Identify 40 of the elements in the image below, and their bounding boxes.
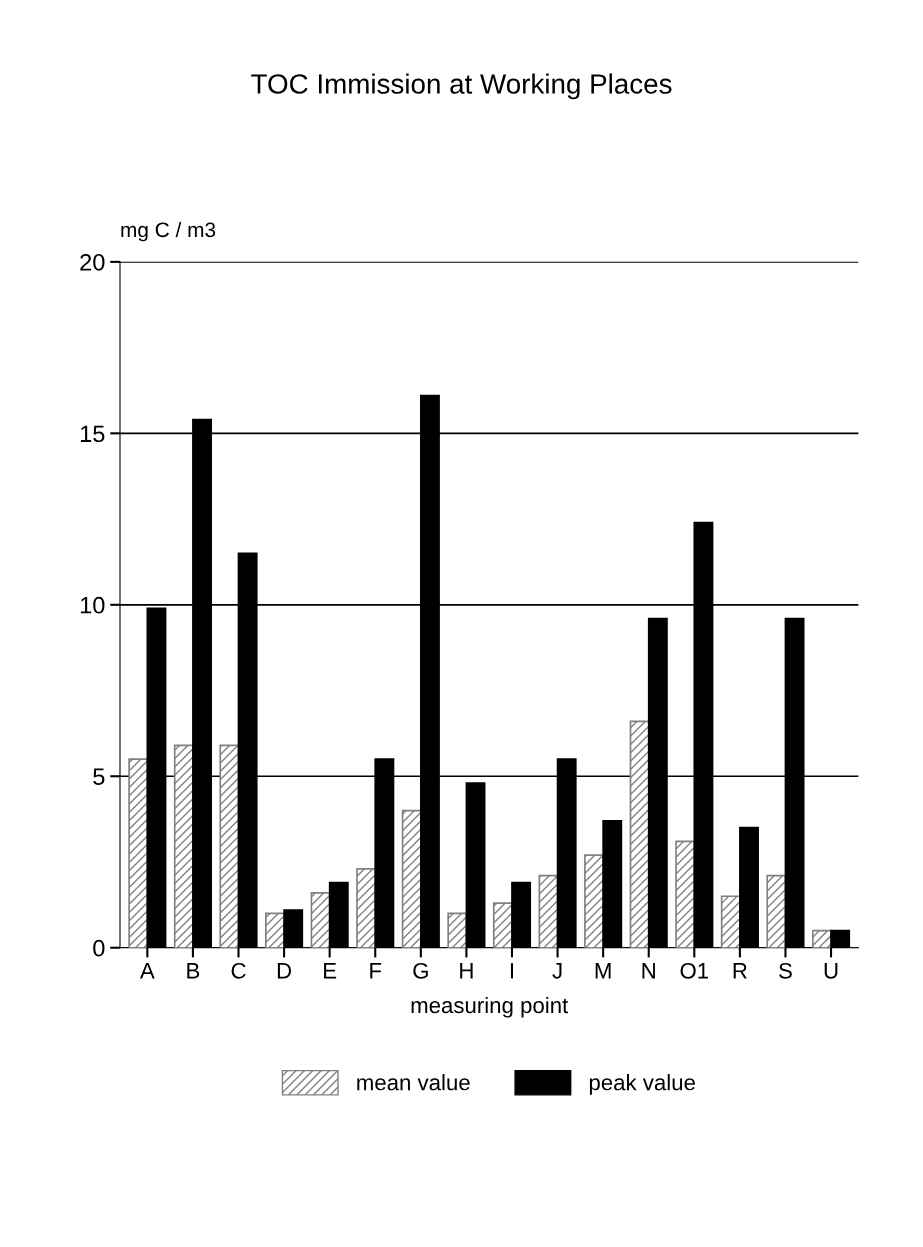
y-axis-title: mg C / m3	[121, 221, 216, 242]
bar	[584, 854, 604, 948]
y-tick-label: 15	[80, 425, 105, 443]
bar	[401, 809, 422, 948]
bar	[766, 874, 787, 948]
chart-title: TOC Immission at Working Places	[251, 73, 672, 100]
x-tick-label: M	[595, 963, 611, 979]
x-tick-label: R	[733, 963, 747, 979]
legend-label: mean value	[357, 1074, 470, 1091]
bar	[356, 868, 377, 948]
x-tick-label: D	[277, 963, 292, 979]
legend-label: peak value	[589, 1074, 695, 1095]
y-tick-label: 20	[80, 253, 105, 271]
x-tick-label: I	[510, 963, 514, 979]
y-tick-label: 10	[80, 596, 105, 614]
bar	[720, 895, 741, 948]
x-axis-title: measuring point	[411, 996, 569, 1018]
bar	[219, 744, 240, 948]
x-tick-label: J	[552, 963, 562, 979]
x-tick-label: N	[642, 963, 655, 979]
bar	[629, 720, 650, 948]
bar	[447, 912, 468, 948]
x-tick-label: U	[824, 963, 838, 979]
bar	[128, 758, 149, 948]
y-tick-label: 5	[93, 768, 105, 786]
x-tick-label: F	[370, 963, 382, 979]
bar	[310, 892, 331, 948]
x-tick-label: S	[779, 962, 792, 979]
x-tick-label: A	[139, 963, 155, 979]
x-tick-label: G	[413, 962, 428, 979]
y-tick-label: 0	[93, 939, 105, 957]
bar	[675, 840, 696, 948]
x-tick-label: C	[231, 962, 246, 979]
x-tick-label: E	[324, 963, 337, 979]
bar	[173, 744, 194, 948]
bar	[538, 874, 559, 948]
x-tick-label: O1	[680, 962, 709, 979]
bar	[492, 902, 513, 948]
x-tick-label: H	[460, 963, 473, 979]
x-tick-label: B	[187, 963, 200, 979]
